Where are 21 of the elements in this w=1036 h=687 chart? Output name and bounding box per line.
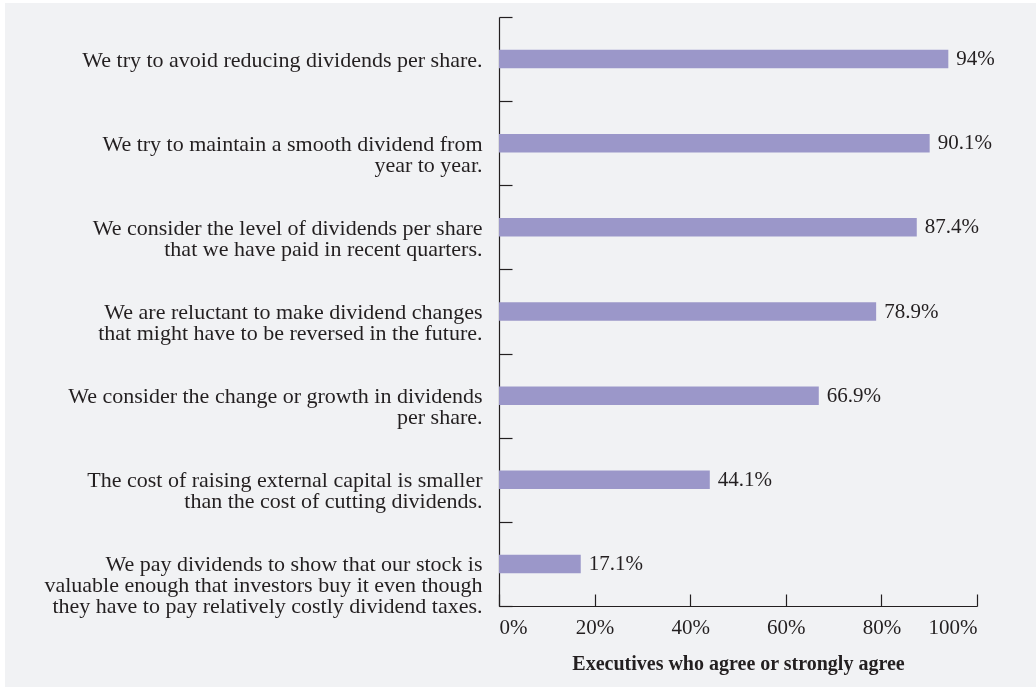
y-tick-label: We are reluctant to make dividend changes that might have to be reversed in the future.	[98, 299, 483, 345]
data-label: 44.1%	[717, 466, 773, 491]
data-label: 66.9%	[826, 382, 882, 407]
data-label: 87.4%	[924, 214, 980, 239]
y-tick-label: We try to maintain a smooth dividend from year to year.	[102, 130, 483, 177]
y-tick-label: We consider the level of dividends per share that we have paid in recent quarters.	[92, 214, 483, 261]
x-tick-label: 40%	[671, 614, 710, 639]
y-tick-label: The cost of raising external capital is smaller than the cost of cutting dividends.	[87, 467, 484, 514]
data-label: 78.9%	[884, 298, 939, 323]
x-tick-label: 60%	[767, 614, 806, 639]
x-tick-label: 0%	[499, 614, 528, 639]
data-label: 94%	[956, 46, 995, 71]
x-tick-label: 100%	[928, 614, 978, 639]
x-tick-label: 80%	[862, 614, 902, 639]
y-tick-label: We try to avoid reducing dividends per share.	[82, 46, 483, 72]
y-tick-label: We consider the change or growth in dividends per share.	[68, 383, 483, 430]
data-label: 90.1%	[937, 130, 992, 155]
y-tick-label: We pay dividends to show that our stock is valuable enough that investors buy it even though they have to pay relatively costly dividend taxes.	[44, 551, 483, 619]
x-axis-title: Executives who agree or strongly agree	[572, 651, 905, 675]
data-label: 17.1%	[588, 550, 643, 575]
x-tick-label: 20%	[575, 614, 615, 639]
